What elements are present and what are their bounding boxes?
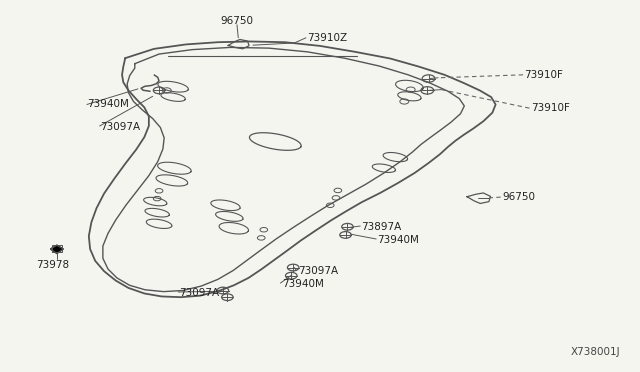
Text: 73910F: 73910F — [524, 70, 563, 80]
Polygon shape — [51, 245, 63, 253]
Text: 96750: 96750 — [502, 192, 535, 202]
Text: 73097A: 73097A — [100, 122, 140, 132]
Text: 73940M: 73940M — [87, 99, 129, 109]
Text: 73910F: 73910F — [531, 103, 570, 113]
Text: 73897A: 73897A — [362, 222, 402, 232]
Text: 73910Z: 73910Z — [307, 33, 348, 43]
Text: 96750: 96750 — [221, 16, 253, 26]
Text: 73978: 73978 — [36, 260, 70, 270]
Text: X738001J: X738001J — [570, 347, 620, 357]
Text: 73097A: 73097A — [298, 266, 338, 276]
Text: 73097A: 73097A — [179, 288, 220, 298]
Text: 73940M: 73940M — [282, 279, 324, 289]
Text: 73940M: 73940M — [378, 235, 419, 245]
